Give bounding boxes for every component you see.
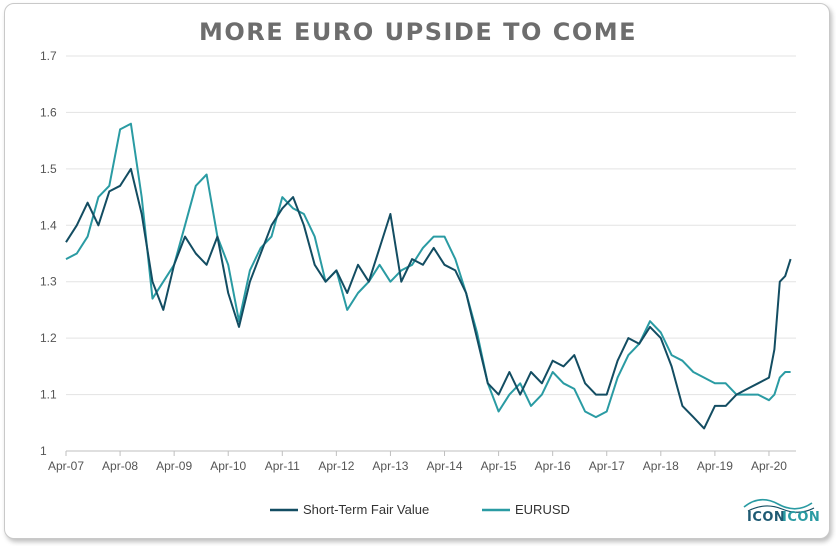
x-tick-label: Apr-09 — [156, 459, 192, 473]
logo-wave-icon — [743, 498, 813, 510]
iconicon-logo: ICON ICON — [743, 498, 820, 525]
x-tick-label: Apr-15 — [481, 459, 517, 473]
logo-wave-icon-2 — [747, 505, 815, 513]
y-tick-label: 1.3 — [40, 275, 57, 289]
x-tick-label: Apr-12 — [318, 459, 354, 473]
y-tick-label: 1.1 — [40, 388, 57, 402]
legend-label-eurusd: EURUSD — [515, 502, 570, 517]
y-axis: 1 1.1 1.2 1.3 1.4 1.5 1.6 1.7 — [40, 49, 57, 458]
x-tick-label: Apr-20 — [751, 459, 787, 473]
x-axis: Apr-07 Apr-08 Apr-09 Apr-10 Apr-11 Apr-12 Apr-… — [48, 451, 787, 473]
x-tick-label: Apr-18 — [643, 459, 679, 473]
y-tick-label: 1.5 — [40, 162, 57, 176]
legend-label-fair-value: Short-Term Fair Value — [303, 502, 429, 517]
chart-card — [4, 3, 830, 539]
x-tick-label: Apr-14 — [427, 459, 463, 473]
x-tick-label: Apr-17 — [589, 459, 625, 473]
y-tick-label: 1 — [40, 444, 47, 458]
x-tick-label: Apr-08 — [102, 459, 138, 473]
x-tick-label: Apr-10 — [210, 459, 246, 473]
x-tick-label: Apr-07 — [48, 459, 84, 473]
y-tick-label: 1.2 — [40, 331, 57, 345]
logo-wordmark-2: ICON — [782, 510, 820, 525]
series-line-fair-value — [65, 167, 792, 430]
x-tick-label: Apr-19 — [697, 459, 733, 473]
y-tick-label: 1.4 — [40, 218, 57, 232]
series-line-eurusd — [65, 122, 791, 419]
series-lines — [65, 122, 792, 430]
legend: Short-Term Fair Value EURUSD — [270, 502, 570, 517]
logo-wordmark: ICON — [747, 510, 785, 525]
y-tick-label: 1.6 — [40, 105, 57, 119]
x-tick-label: Apr-11 — [265, 459, 300, 473]
x-tick-label: Apr-16 — [535, 459, 571, 473]
y-tick-label: 1.7 — [40, 49, 57, 63]
chart-title: MORE EURO UPSIDE TO COME — [198, 18, 638, 46]
gridlines — [66, 55, 796, 452]
x-tick-label: Apr-13 — [372, 459, 408, 473]
